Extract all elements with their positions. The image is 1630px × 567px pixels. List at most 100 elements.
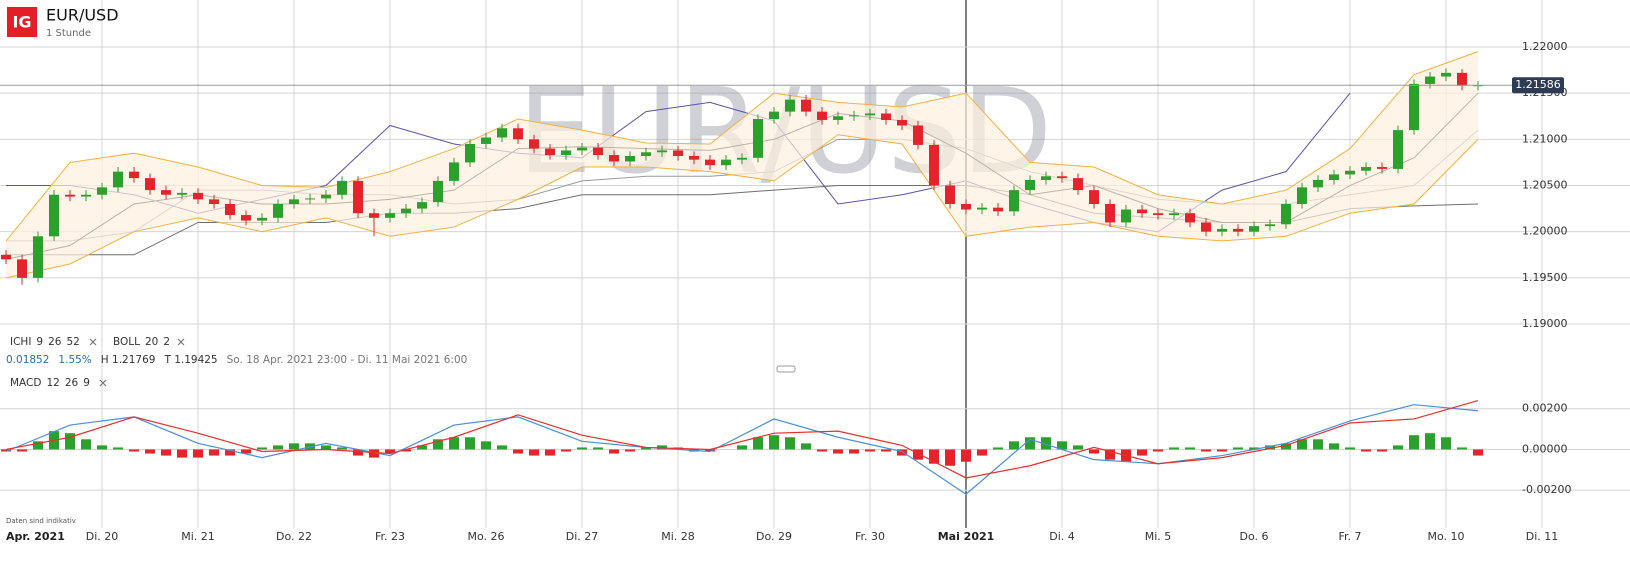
- histogram-bar: [1105, 449, 1115, 460]
- x-tick-label: Mai 2021: [938, 530, 995, 543]
- histogram-bar: [81, 439, 91, 450]
- candle-body: [145, 178, 155, 191]
- candle-body: [769, 111, 779, 120]
- param: 2: [163, 336, 170, 348]
- candle-body: [433, 180, 443, 203]
- x-tick-label: Fr. 23: [375, 530, 405, 543]
- candle-body: [993, 207, 1003, 212]
- candle-body: [753, 119, 763, 158]
- candle-body: [1089, 190, 1099, 204]
- candle-body: [337, 180, 347, 195]
- candle-body: [689, 155, 699, 160]
- histogram-bar: [65, 433, 75, 450]
- histogram-bar: [865, 449, 875, 452]
- candle-body: [369, 213, 379, 218]
- candle-body: [785, 99, 795, 112]
- macd-legend[interactable]: MACD 12 26 9: [10, 377, 90, 389]
- candle-body: [1409, 83, 1419, 131]
- candle-body: [881, 113, 891, 120]
- histogram-bar: [1057, 441, 1067, 450]
- x-tick-label: Do. 29: [756, 530, 792, 543]
- param: 9: [83, 377, 90, 389]
- x-tick-label: Fr. 30: [855, 530, 885, 543]
- axes: Apr. 2021 Di. 20 Mi. 21 Do. 22 Fr. 23 Mo. 26 D…: [6, 40, 1571, 543]
- grid: [0, 0, 1630, 528]
- close-macd[interactable]: [99, 379, 107, 387]
- candle-body: [673, 150, 683, 156]
- candle-body: [817, 111, 827, 120]
- candle-body: [849, 115, 859, 117]
- histogram-bar: [913, 449, 923, 460]
- change: 0.01852: [6, 354, 49, 366]
- histogram-bar: [1409, 435, 1419, 450]
- panel-resize[interactable]: [776, 365, 796, 373]
- candle-body: [705, 159, 715, 166]
- x-tick-label: Do. 6: [1240, 530, 1269, 543]
- histogram-bar: [1201, 449, 1211, 452]
- candle-body: [97, 187, 107, 195]
- candle-body: [305, 198, 315, 200]
- candle-body: [417, 202, 427, 209]
- close-boll[interactable]: [177, 338, 185, 346]
- candle-body: [81, 194, 91, 197]
- histogram-bar: [113, 447, 123, 450]
- candle-body: [1185, 213, 1195, 223]
- param: 26: [65, 377, 79, 389]
- candle-body: [625, 155, 635, 162]
- param: 12: [46, 377, 59, 389]
- histogram-bar: [1345, 447, 1355, 450]
- histogram-bar: [1297, 439, 1307, 450]
- histogram-bar: [945, 449, 955, 466]
- histogram-bar: [209, 449, 219, 456]
- candle-body: [657, 150, 667, 153]
- boll-legend[interactable]: BOLL 20 2: [113, 336, 170, 348]
- y-tick-label: 1.19000: [1522, 317, 1568, 330]
- label: ICHI: [10, 336, 31, 348]
- y-tick-label: 1.20500: [1522, 179, 1568, 192]
- candle-body: [65, 194, 75, 197]
- candle-body: [1265, 224, 1275, 227]
- candle-body: [289, 199, 299, 204]
- candle-body: [273, 203, 283, 218]
- histogram-bar: [993, 447, 1003, 450]
- histogram-bar: [465, 437, 475, 450]
- high: H 1.21769: [101, 354, 156, 366]
- histogram-bar: [17, 449, 27, 452]
- histogram-bar: [1393, 445, 1403, 450]
- candle-body: [577, 147, 587, 151]
- histogram-bar: [817, 449, 827, 452]
- macd-line: [5, 404, 1479, 496]
- plot: [0, 51, 1512, 496]
- histogram-bar: [897, 449, 907, 456]
- candle-body: [257, 217, 267, 221]
- histogram-bar: [145, 449, 155, 454]
- candle-body: [193, 192, 203, 200]
- histogram-bar: [257, 447, 267, 450]
- candle-body: [1441, 72, 1451, 77]
- close-ichi[interactable]: [89, 338, 97, 346]
- ichi-legend[interactable]: ICHI 9 26 52: [10, 336, 80, 348]
- histogram-bar: [753, 437, 763, 450]
- candle-body: [737, 157, 747, 160]
- histogram-bar: [1041, 437, 1051, 450]
- x-tick-label: Mo. 10: [1427, 530, 1464, 543]
- x-tick-label: Mi. 5: [1145, 530, 1172, 543]
- candle-body: [1233, 228, 1243, 232]
- histogram-bar: [417, 445, 427, 450]
- param: 20: [145, 336, 158, 348]
- candle-body: [1313, 179, 1323, 188]
- histogram-bar: [1425, 433, 1435, 450]
- candle-body: [1249, 226, 1259, 232]
- candle-body: [833, 116, 843, 120]
- candle-body: [561, 150, 571, 156]
- candle-body: [497, 128, 507, 138]
- candle-body: [1345, 170, 1355, 175]
- candle-body: [961, 203, 971, 210]
- symbol: EUR/USD: [46, 6, 119, 25]
- range: So. 18 Apr. 2021 23:00 - Di. 11 Mai 2021…: [227, 354, 468, 366]
- candle-body: [401, 208, 411, 214]
- histogram-bar: [1169, 447, 1179, 450]
- stats: 0.01852 1.55% H 1.21769 T 1.19425 So. 18 Apr…: [6, 354, 467, 366]
- histogram-bar: [449, 437, 459, 450]
- candle-body: [241, 215, 251, 221]
